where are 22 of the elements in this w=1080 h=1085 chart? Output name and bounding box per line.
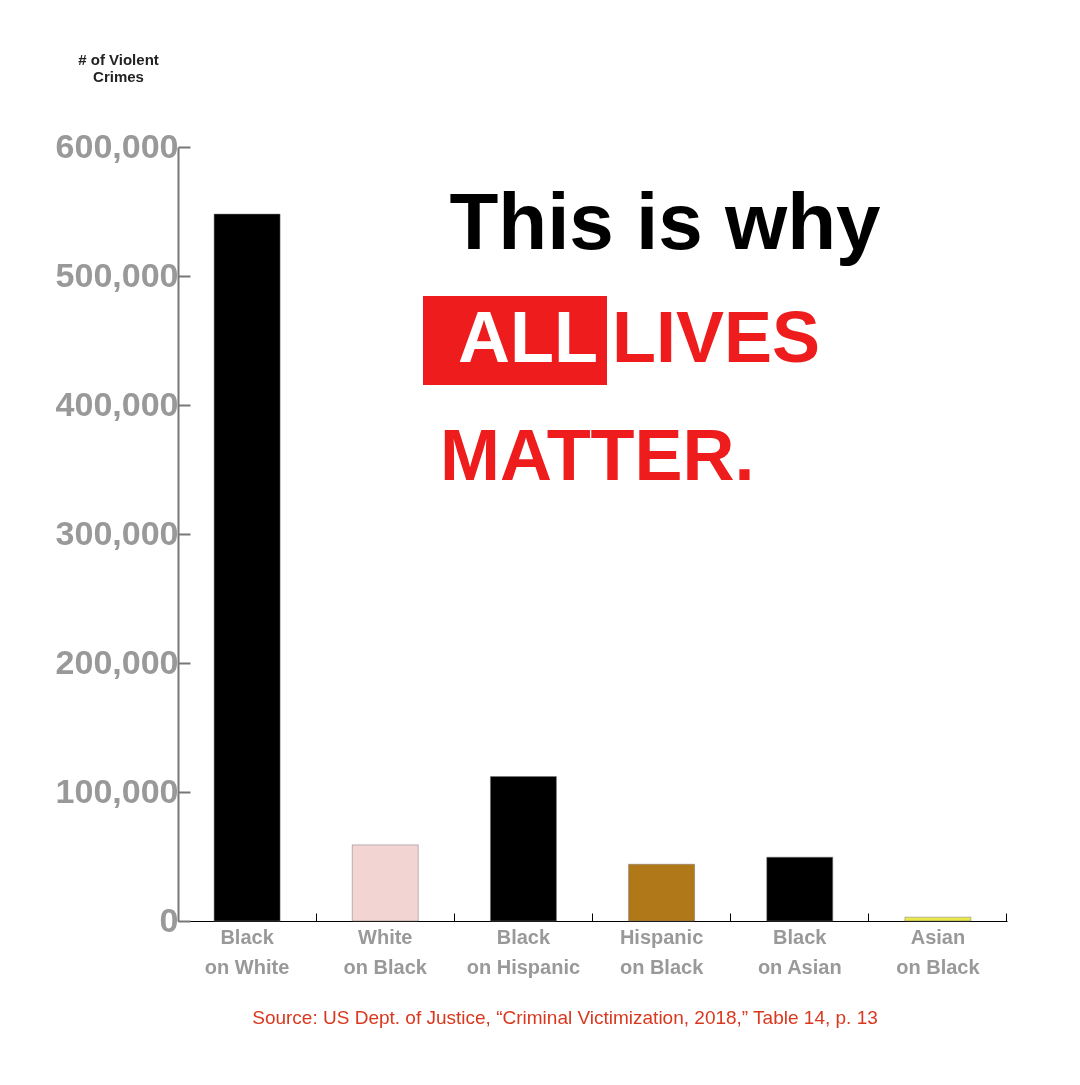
source-note: Source: US Dept. of Justice, “Criminal Victimization, 2018,” Table 14, p. 13 [252, 1007, 878, 1028]
y-tick-label: 0 [159, 900, 179, 939]
x-tick-label: Black on Asian [757, 925, 842, 978]
x-tick-label: Hispanic on Black [619, 925, 705, 978]
annotation: ALL [458, 297, 598, 377]
bar [352, 844, 419, 922]
y-tick-label: 100,000 [55, 771, 179, 810]
y-axis-title: # of Violent Crimes [78, 50, 159, 85]
x-tick-label: Black on Hispanic [466, 925, 581, 978]
bar [628, 863, 695, 922]
y-tick-label: 600,000 [55, 126, 179, 165]
x-tick-label: Black on White [204, 925, 290, 978]
x-tick-label: White on Black [343, 925, 428, 978]
annotation: LIVES [612, 297, 821, 377]
x-tick-label: Asian on Black [896, 925, 981, 978]
bar [904, 916, 972, 922]
y-tick-label: 200,000 [55, 642, 179, 681]
y-tick-label: 300,000 [55, 513, 179, 552]
annotation: MATTER. [440, 415, 755, 495]
annotation: This is why [449, 177, 882, 266]
y-tick-label: 400,000 [55, 384, 179, 423]
y-tick-label: 500,000 [55, 255, 179, 294]
